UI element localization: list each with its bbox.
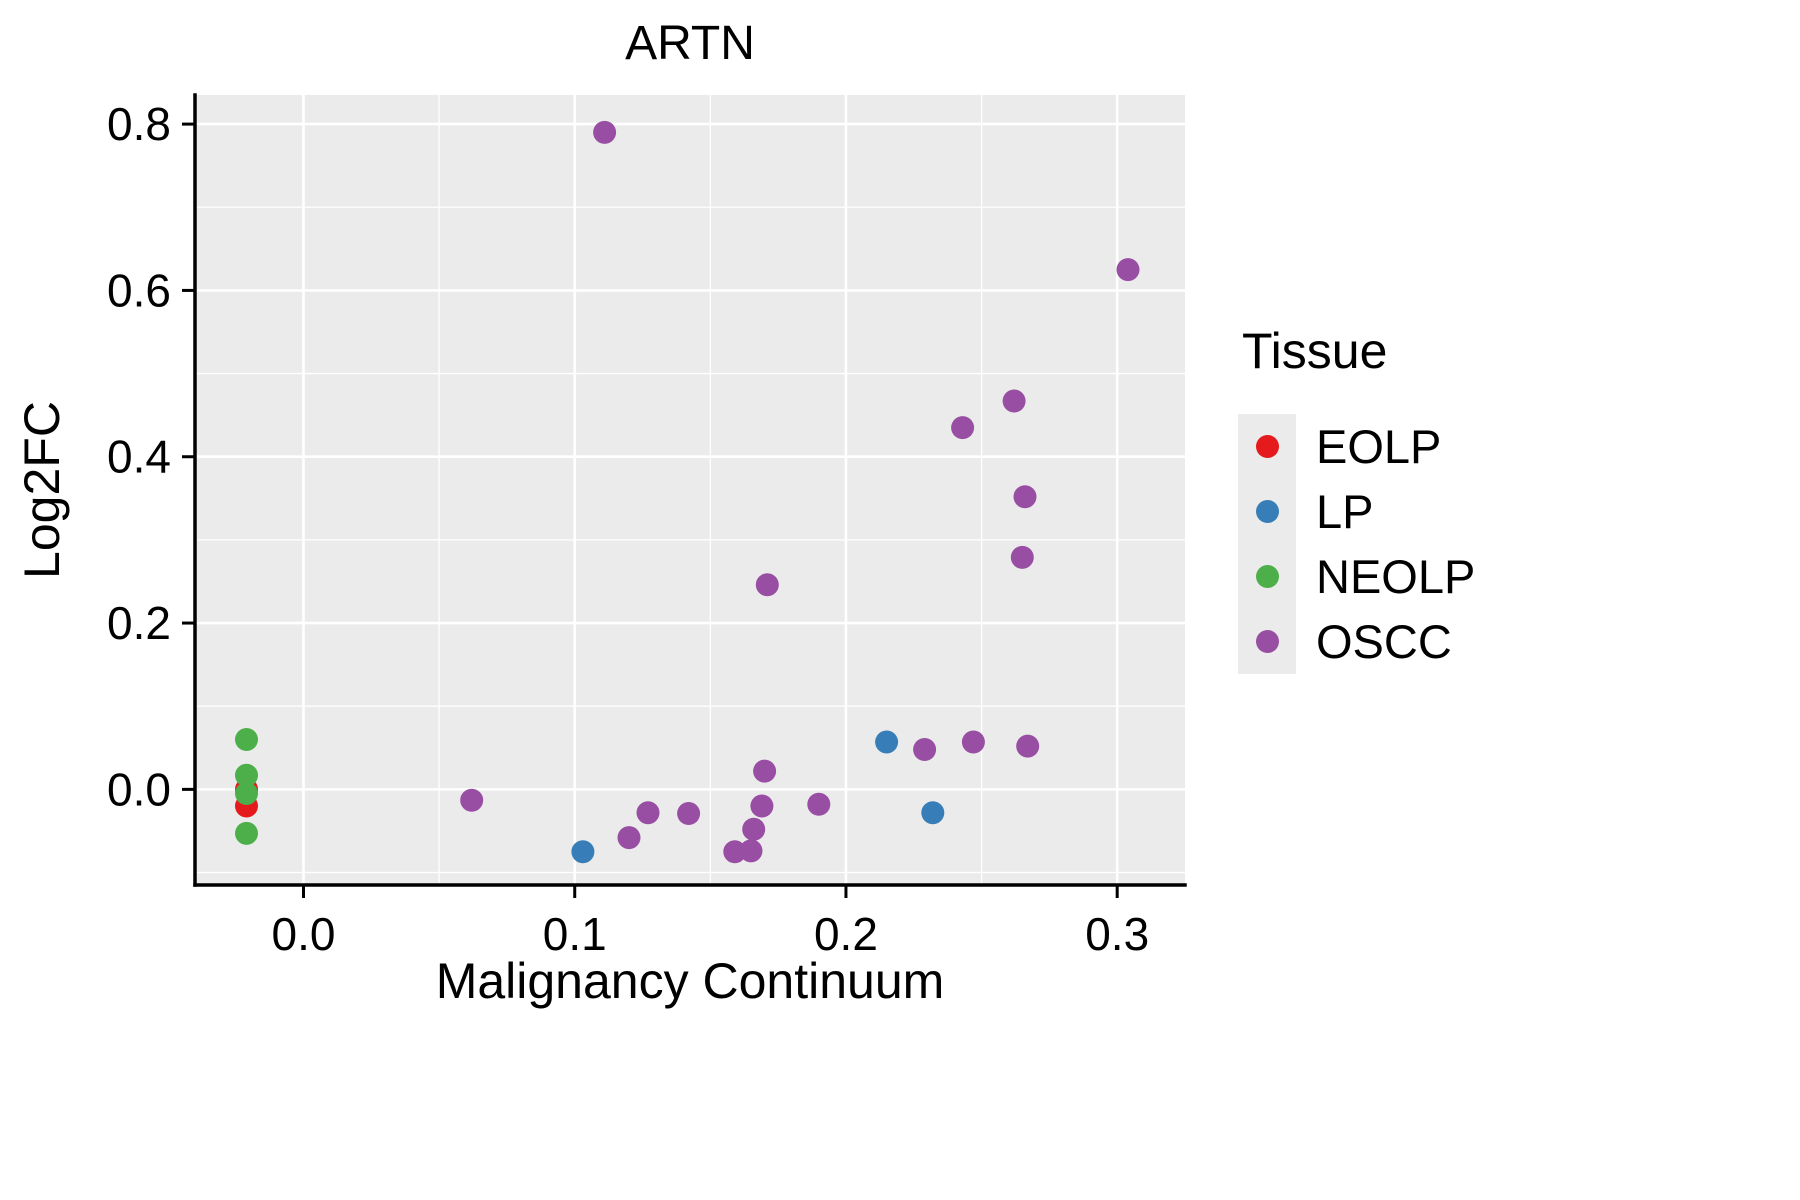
x-tick-label: 0.0	[272, 908, 336, 960]
legend-key-swatch	[1238, 479, 1296, 544]
plot-panel	[195, 95, 1185, 885]
legend-item-label: NEOLP	[1316, 550, 1476, 603]
data-point	[951, 416, 975, 440]
legend-key-swatch	[1238, 544, 1296, 609]
data-point	[677, 802, 701, 825]
data-point	[235, 728, 258, 751]
data-point	[617, 826, 641, 850]
data-point	[235, 821, 258, 845]
data-point	[913, 738, 937, 761]
data-point	[875, 730, 899, 754]
data-point	[961, 730, 985, 754]
data-point	[593, 120, 617, 144]
y-tick-label: 0.2	[107, 597, 171, 649]
legend-item-label: EOLP	[1316, 420, 1442, 473]
x-tick-labels: 0.0 0.1 0.2 0.3	[272, 908, 1150, 960]
x-tick-label: 0.1	[543, 908, 607, 960]
data-point	[723, 840, 747, 864]
y-tick-labels: 0.0 0.2 0.4 0.6 0.8	[107, 98, 171, 815]
x-axis-label: Malignancy Continuum	[435, 953, 945, 1009]
y-tick-label: 0.0	[107, 763, 171, 815]
legend-dot-icon	[1255, 565, 1279, 588]
data-point	[460, 788, 484, 812]
x-tick-label: 0.3	[1085, 908, 1149, 960]
legend-dot-icon	[1255, 500, 1279, 523]
legend-item-label: OSCC	[1316, 615, 1452, 668]
legend-keys: EOLP LP NEOLP OSCC	[1238, 414, 1475, 674]
data-point	[1013, 485, 1037, 509]
tick-marks	[182, 122, 1119, 898]
chart-title: ARTN	[625, 17, 755, 70]
legend-item-label: LP	[1316, 485, 1374, 538]
y-axis-label: Log2FC	[14, 401, 70, 579]
legend-dot-icon	[1255, 435, 1279, 458]
major-gridlines	[195, 95, 1185, 885]
data-point	[755, 573, 779, 597]
data-points	[235, 120, 1140, 864]
x-tick-label: 0.2	[814, 908, 878, 960]
legend-key-swatch	[1238, 414, 1296, 479]
data-point	[921, 801, 945, 825]
data-point	[1002, 389, 1026, 413]
data-point	[1016, 734, 1040, 758]
legend-dot-icon	[1255, 630, 1279, 653]
data-point	[571, 840, 595, 864]
data-point	[742, 817, 766, 841]
data-point	[739, 839, 763, 863]
legend-item-NEOLP: NEOLP	[1238, 544, 1475, 609]
data-point	[235, 782, 258, 805]
legend-item-EOLP: EOLP	[1238, 414, 1475, 479]
y-tick-label: 0.4	[107, 431, 171, 483]
legend-key-swatch	[1238, 609, 1296, 674]
data-point	[750, 794, 774, 818]
y-tick-label: 0.8	[107, 98, 171, 150]
minor-gridlines	[195, 95, 1185, 885]
data-point	[235, 763, 258, 787]
legend-item-LP: LP	[1238, 479, 1475, 544]
y-tick-label: 0.6	[107, 264, 171, 316]
legend-title: Tissue	[1242, 323, 1388, 379]
data-point	[753, 759, 777, 783]
axis-lines	[193, 93, 1187, 887]
legend-item-OSCC: OSCC	[1238, 609, 1475, 674]
data-point	[1010, 545, 1034, 569]
legend: Tissue EOLP LP NEOLP OSCC	[1238, 322, 1475, 674]
data-point	[636, 801, 660, 825]
data-point	[807, 792, 831, 816]
data-point	[1116, 258, 1140, 282]
